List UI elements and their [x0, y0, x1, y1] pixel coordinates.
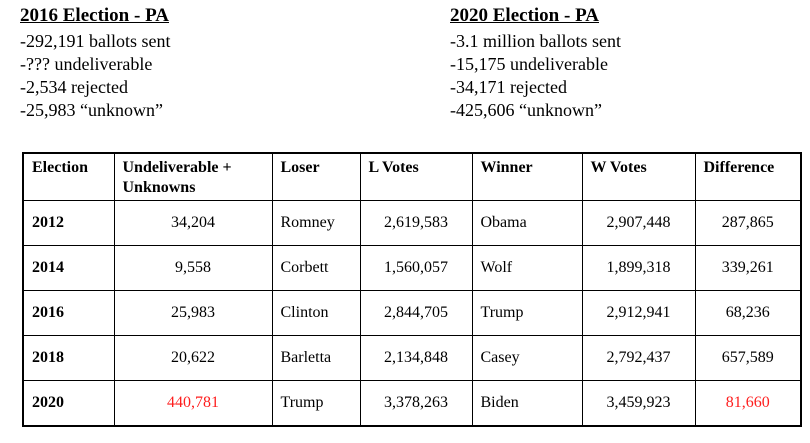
cell-election: 2018: [22, 335, 115, 381]
cell-loser: Clinton: [271, 290, 361, 336]
summary-title-2016: 2016 Election - PA: [20, 5, 169, 26]
summary-2020-election: 2020 Election - PA -3.1 million ballots …: [450, 5, 621, 122]
cell-loser: Trump: [271, 380, 361, 426]
summary-line: -3.1 million ballots sent: [450, 31, 621, 51]
summary-line: -25,983 “unknown”: [20, 100, 163, 120]
cell-undeliverable-unknowns: 20,622: [113, 335, 273, 381]
table-row: 2020 440,781 Trump 3,378,263 Biden 3,459…: [22, 380, 802, 426]
summary-2016-election: 2016 Election - PA -292,191 ballots sent…: [20, 5, 171, 122]
cell-l-votes: 2,619,583: [359, 200, 473, 246]
cell-loser: Barletta: [271, 335, 361, 381]
cell-l-votes: 3,378,263: [359, 380, 473, 426]
cell-w-votes: 2,912,941: [581, 290, 696, 336]
cell-undeliverable-unknowns: 440,781: [113, 380, 273, 426]
cell-election: 2020: [22, 380, 115, 426]
summary-line: -2,534 rejected: [20, 77, 128, 97]
cell-w-votes: 2,792,437: [581, 335, 696, 381]
summary-line: -34,171 rejected: [450, 77, 567, 97]
summary-title-2020: 2020 Election - PA: [450, 5, 599, 26]
cell-difference: 339,261: [694, 245, 802, 291]
header-difference: Difference: [694, 152, 802, 201]
header-undeliverable-unknowns: Undeliverable + Unknowns: [113, 152, 273, 201]
summary-line: -292,191 ballots sent: [20, 31, 171, 51]
cell-undeliverable-unknowns: 25,983: [113, 290, 273, 336]
cell-loser: Romney: [271, 200, 361, 246]
cell-winner: Biden: [471, 380, 583, 426]
cell-undeliverable-unknowns: 34,204: [113, 200, 273, 246]
header-loser: Loser: [271, 152, 361, 201]
cell-difference: 287,865: [694, 200, 802, 246]
cell-l-votes: 2,134,848: [359, 335, 473, 381]
header-winner: Winner: [471, 152, 583, 201]
summary-line: -??? undeliverable: [20, 54, 153, 74]
cell-w-votes: 1,899,318: [581, 245, 696, 291]
cell-winner: Wolf: [471, 245, 583, 291]
table-row: 2014 9,558 Corbett 1,560,057 Wolf 1,899,…: [22, 245, 802, 291]
table-row: 2012 34,204 Romney 2,619,583 Obama 2,907…: [22, 200, 802, 246]
cell-difference: 68,236: [694, 290, 802, 336]
cell-winner: Casey: [471, 335, 583, 381]
cell-election: 2012: [22, 200, 115, 246]
header-l-votes: L Votes: [359, 152, 473, 201]
cell-winner: Obama: [471, 200, 583, 246]
summary-line: -15,175 undeliverable: [450, 54, 608, 74]
cell-undeliverable-unknowns: 9,558: [113, 245, 273, 291]
table-row: 2016 25,983 Clinton 2,844,705 Trump 2,91…: [22, 290, 802, 336]
election-results-table: Election Undeliverable + Unknowns Loser …: [22, 152, 802, 427]
header-election: Election: [22, 152, 115, 201]
table-row: 2018 20,622 Barletta 2,134,848 Casey 2,7…: [22, 335, 802, 381]
cell-election: 2014: [22, 245, 115, 291]
cell-w-votes: 2,907,448: [581, 200, 696, 246]
cell-difference: 657,589: [694, 335, 802, 381]
summary-line: -425,606 “unknown”: [450, 100, 602, 120]
table-header-row: Election Undeliverable + Unknowns Loser …: [22, 152, 802, 201]
cell-difference: 81,660: [694, 380, 802, 426]
cell-l-votes: 1,560,057: [359, 245, 473, 291]
cell-election: 2016: [22, 290, 115, 336]
cell-winner: Trump: [471, 290, 583, 336]
cell-loser: Corbett: [271, 245, 361, 291]
cell-l-votes: 2,844,705: [359, 290, 473, 336]
header-w-votes: W Votes: [581, 152, 696, 201]
cell-w-votes: 3,459,923: [581, 380, 696, 426]
